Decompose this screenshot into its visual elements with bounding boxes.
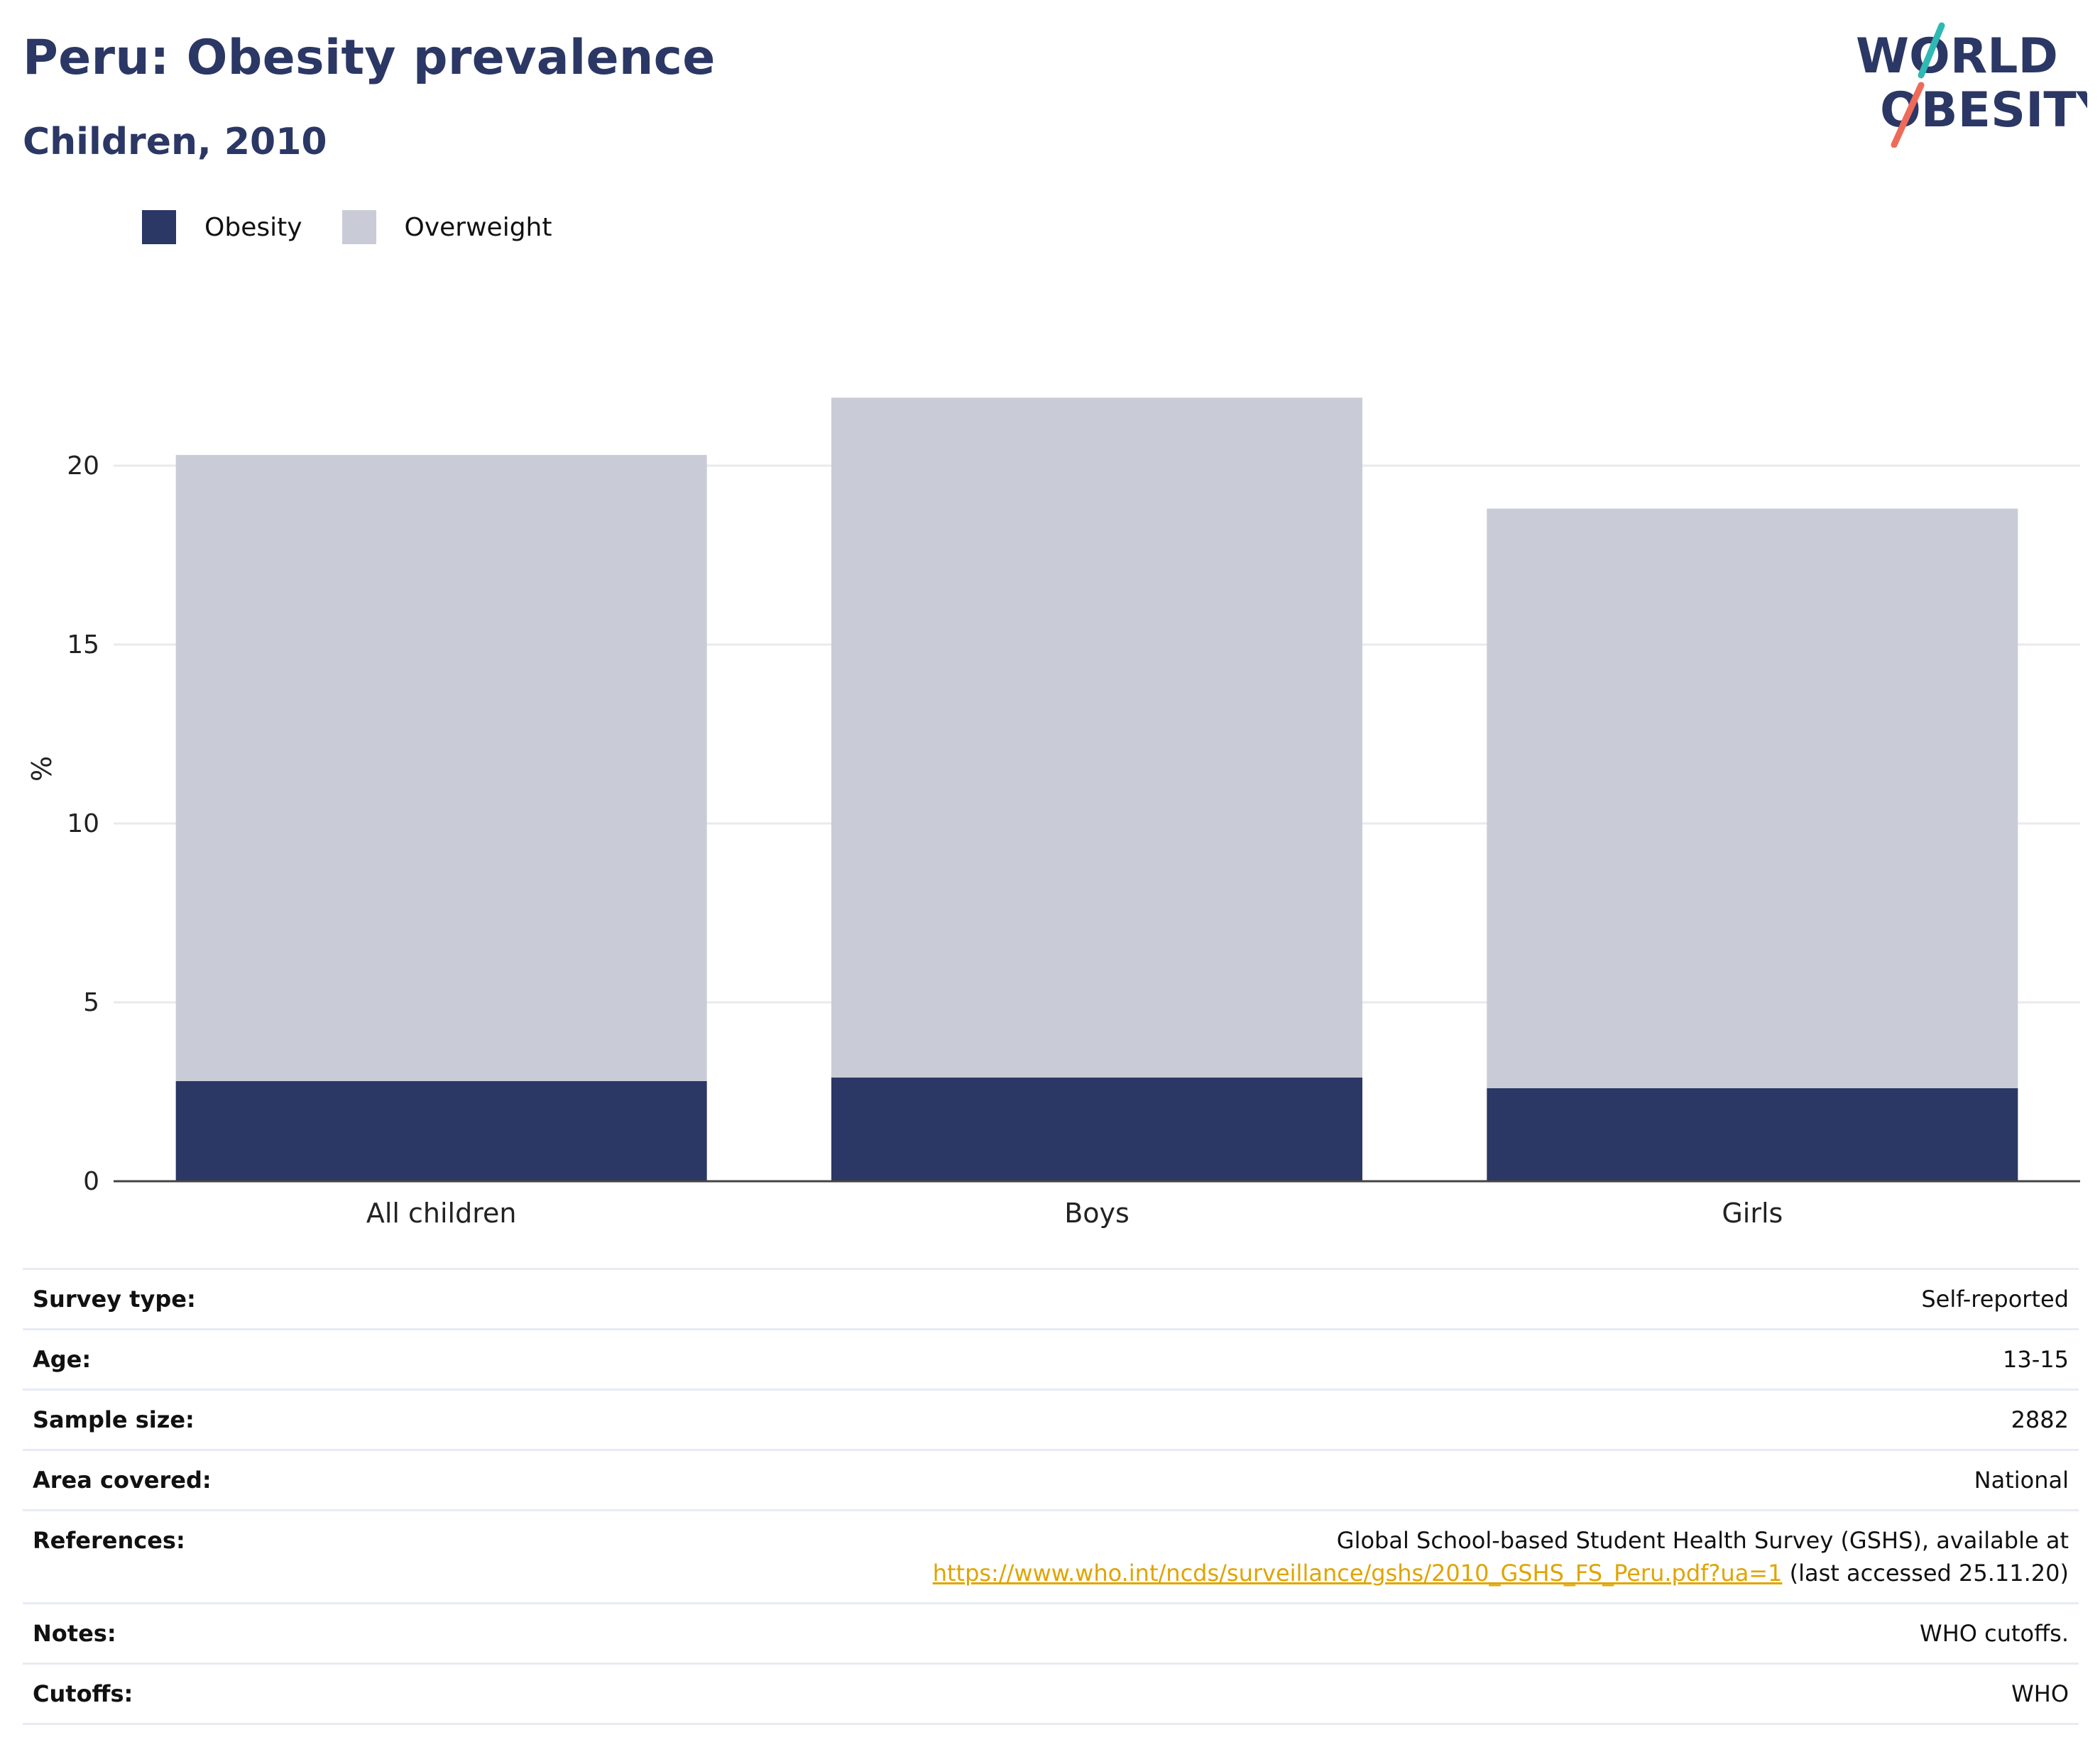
info-row-sample-size: Sample size: 2882 (23, 1389, 2079, 1450)
chart-legend: Obesity Overweight (142, 210, 591, 244)
x-tick-label-boys: Boys (1064, 1198, 1130, 1229)
y-tick-label-5: 5 (83, 988, 99, 1017)
survey-info-table: Survey type: Self-reported Age: 13-15 Sa… (23, 1268, 2079, 1725)
references-link[interactable]: https://www.who.int/ncds/surveillance/gs… (932, 1560, 1783, 1587)
bar-obesity-boys (831, 1077, 1362, 1181)
info-row-cutoffs: Cutoffs: WHO (23, 1663, 2079, 1725)
info-row-age: Age: 13-15 (23, 1328, 2079, 1390)
legend-label-overweight: Overweight (404, 212, 552, 242)
logo-text-obesity: OBESITY (1880, 82, 2087, 138)
info-value-notes: WHO cutoffs. (469, 1602, 2079, 1664)
bar-overweight-boys (831, 398, 1362, 1078)
info-row-area: Area covered: National (23, 1449, 2079, 1511)
info-value-area: National (469, 1449, 2079, 1511)
info-value-sample-size: 2882 (469, 1389, 2079, 1450)
logo-text-world: WORLD (1856, 28, 2058, 84)
bar-chart: 0 5 10 15 20% All children Boys Girls (26, 398, 2080, 1229)
legend-item-overweight[interactable]: Overweight (341, 210, 552, 244)
chart-subtitle: Children, 2010 (23, 121, 327, 163)
legend-swatch-overweight (341, 210, 376, 244)
info-value-age: 13-15 (469, 1328, 2079, 1390)
info-value-survey-type: Self-reported (469, 1268, 2079, 1330)
bar-overweight-girls (1487, 508, 2018, 1088)
info-row-notes: Notes: WHO cutoffs. (23, 1602, 2079, 1664)
info-label-age: Age: (23, 1328, 469, 1390)
y-tick-label-20: 20 (67, 451, 99, 481)
legend-swatch-obesity (142, 210, 176, 244)
y-tick-label-10: 10 (67, 809, 99, 838)
bar-overweight-all-children (175, 454, 707, 1081)
x-tick-label-girls: Girls (1722, 1198, 1783, 1229)
info-label-area: Area covered: (23, 1449, 469, 1511)
world-obesity-logo: WORLD OBESITY (1856, 22, 2087, 148)
info-value-cutoffs: WHO (469, 1663, 2079, 1725)
references-accessed: (last accessed 25.11.20) (1782, 1560, 2069, 1587)
references-text: Global School-based Student Health Surve… (1336, 1527, 2069, 1554)
info-label-cutoffs: Cutoffs: (23, 1663, 469, 1725)
info-label-survey-type: Survey type: (23, 1268, 469, 1330)
logo-slash-teal (1918, 22, 1945, 79)
x-tick-label-all-children: All children (366, 1198, 517, 1229)
logo-slash-coral (1891, 82, 1925, 148)
info-value-references: Global School-based Student Health Surve… (469, 1509, 2079, 1604)
legend-item-obesity[interactable]: Obesity (142, 210, 302, 244)
chart-title: Peru: Obesity prevalence (23, 30, 716, 86)
info-row-survey-type: Survey type: Self-reported (23, 1268, 2079, 1330)
y-axis-label: % (26, 756, 58, 782)
info-label-references: References: (23, 1509, 469, 1604)
info-label-notes: Notes: (23, 1602, 469, 1664)
info-label-sample-size: Sample size: (23, 1389, 469, 1450)
legend-label-obesity: Obesity (204, 212, 302, 242)
bar-obesity-girls (1487, 1088, 2018, 1181)
y-tick-label-15: 15 (67, 630, 99, 659)
info-row-references: References: Global School-based Student … (23, 1509, 2079, 1604)
bar-obesity-all-children (175, 1080, 707, 1181)
y-tick-label-0: 0 (83, 1167, 99, 1196)
